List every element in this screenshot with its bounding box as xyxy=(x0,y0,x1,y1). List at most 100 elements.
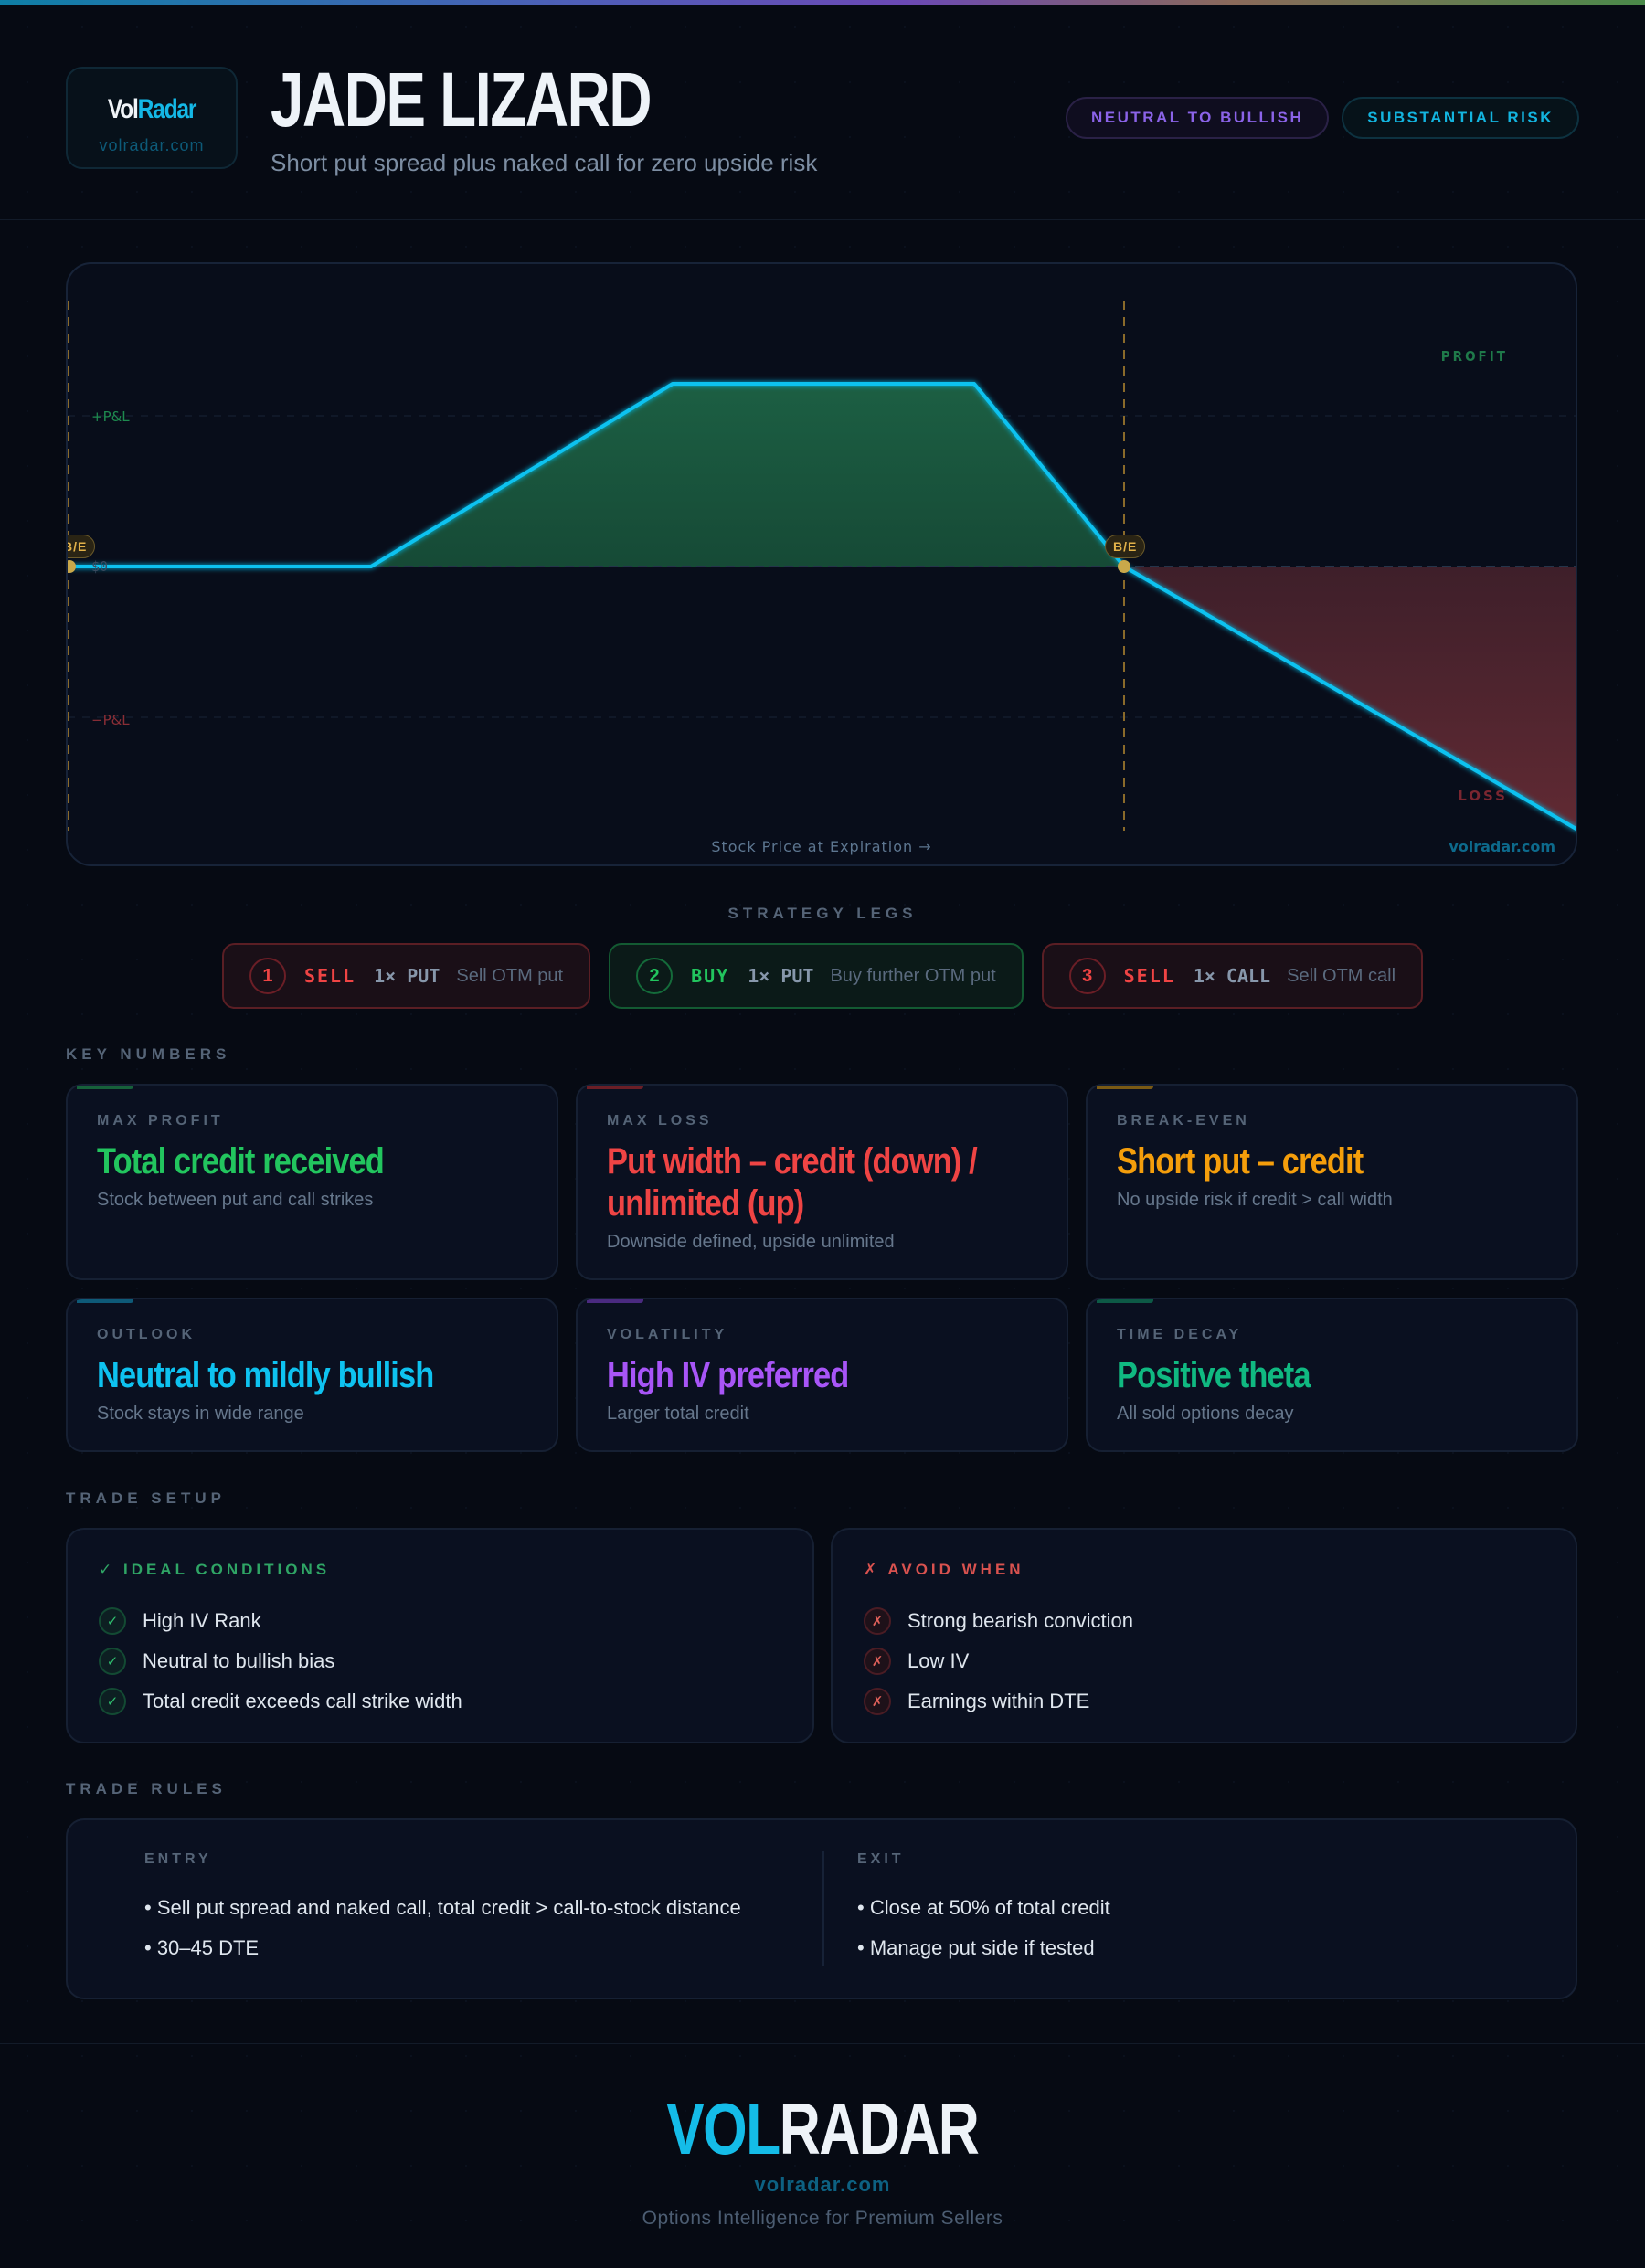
negative-pnl-label: −P&L xyxy=(91,712,130,728)
list-item-text: Low IV xyxy=(907,1649,970,1672)
avoid-when-list: ✗ Strong bearish conviction ✗ Low IV ✗ Earn… xyxy=(864,1601,1133,1722)
exit-title: EXIT xyxy=(857,1851,905,1867)
leg-description: Sell OTM call xyxy=(1287,965,1396,986)
card-subtext: Downside defined, upside unlimited xyxy=(607,1232,895,1252)
max-profit-card: MAX PROFIT Total credit received Stock b… xyxy=(66,1084,558,1280)
check-icon: ✓ xyxy=(99,1607,126,1635)
card-subtext: Stock between put and call strikes xyxy=(97,1190,374,1210)
card-accent xyxy=(587,1299,643,1303)
logo-url: volradar.com xyxy=(99,136,205,154)
trade-rules-heading: TRADE RULES xyxy=(66,1780,227,1797)
x-icon: ✗ xyxy=(864,1607,891,1635)
card-value: Positive theta xyxy=(1117,1355,1311,1395)
ideal-conditions-title: ✓ IDEAL CONDITIONS xyxy=(99,1561,331,1578)
card-label: VOLATILITY xyxy=(607,1327,728,1342)
leg-number: 1 xyxy=(249,958,286,994)
list-item: ✗ Low IV xyxy=(864,1641,1133,1681)
card-accent xyxy=(77,1299,133,1303)
leg-1-sell-put: 1 SELL 1× PUT Sell OTM put xyxy=(221,943,591,1009)
break-even-card: BREAK-EVEN Short put – credit No upside … xyxy=(1086,1084,1578,1280)
leg-action: BUY xyxy=(691,965,730,987)
card-value: Short put – credit xyxy=(1117,1141,1364,1182)
entry-rule: • 30–45 DTE xyxy=(144,1936,260,1959)
logo-wordmark: VolRadar xyxy=(83,94,221,125)
positive-pnl-label: +P&L xyxy=(91,408,130,425)
footer-tagline: Options Intelligence for Premium Sellers xyxy=(642,2208,1003,2229)
card-subtext: Larger total credit xyxy=(607,1404,749,1424)
footer-logo: VOLRADAR xyxy=(0,2093,1645,2166)
logo-vol: Vol xyxy=(107,94,139,124)
logo-radar: Radar xyxy=(137,94,197,124)
payoff-chart-svg xyxy=(68,301,1576,831)
list-item: ✓ Neutral to bullish bias xyxy=(99,1641,462,1681)
exit-rules: EXIT • Close at 50% of total credit • Ma… xyxy=(857,1851,1110,1968)
strategy-legs: 1 SELL 1× PUT Sell OTM put 2 BUY 1× PUT … xyxy=(0,943,1645,1009)
strategy-legs-heading: STRATEGY LEGS xyxy=(727,905,918,922)
zero-pnl-label: $0 xyxy=(91,558,109,575)
entry-rule: • Sell put spread and naked call, total … xyxy=(144,1896,741,1919)
ideal-conditions-list: ✓ High IV Rank ✓ Neutral to bullish bias ✓… xyxy=(99,1601,462,1722)
key-numbers-heading: KEY NUMBERS xyxy=(66,1045,231,1063)
check-icon: ✓ xyxy=(99,1648,126,1675)
card-value: Total credit received xyxy=(97,1141,385,1182)
entry-rules: ENTRY • Sell put spread and naked call, … xyxy=(144,1851,741,1968)
leg-2-buy-put: 2 BUY 1× PUT Buy further OTM put xyxy=(609,943,1024,1009)
card-label: BREAK-EVEN xyxy=(1117,1113,1250,1129)
leg-action: SELL xyxy=(303,965,356,987)
card-accent xyxy=(1097,1299,1153,1303)
card-subtext: Stock stays in wide range xyxy=(97,1404,304,1424)
breakeven-label-2: B/E xyxy=(1105,535,1146,558)
list-item: ✓ Total credit exceeds call strike width xyxy=(99,1681,462,1722)
x-icon: ✗ xyxy=(864,1648,891,1675)
profit-region xyxy=(371,384,1124,567)
entry-title: ENTRY xyxy=(144,1851,212,1867)
check-icon: ✓ xyxy=(99,1688,126,1715)
list-item: ✓ High IV Rank xyxy=(99,1601,462,1641)
volatility-card: VOLATILITY High IV preferred Larger tota… xyxy=(576,1298,1068,1452)
breakeven-dot-2 xyxy=(1118,560,1130,573)
card-accent xyxy=(77,1086,133,1089)
leg-description: Buy further OTM put xyxy=(830,965,996,986)
list-item: ✗ Earnings within DTE xyxy=(864,1681,1133,1722)
breakeven-label-1: B/E xyxy=(68,535,96,558)
leg-3-sell-call: 3 SELL 1× CALL Sell OTM call xyxy=(1041,943,1424,1009)
card-value: Neutral to mildly bullish xyxy=(97,1355,434,1395)
x-icon: ✗ xyxy=(864,1688,891,1715)
card-label: MAX PROFIT xyxy=(97,1113,224,1129)
exit-rule: • Manage put side if tested xyxy=(857,1936,1095,1959)
card-value: Put width – credit (down) / unlimited (u… xyxy=(607,1141,978,1224)
badge-group: NEUTRAL TO BULLISH SUBSTANTIAL RISK xyxy=(1065,97,1579,139)
trade-rules-panel: ENTRY • Sell put spread and naked call, … xyxy=(66,1818,1577,1999)
brand-logo[interactable]: VolRadar volradar.com xyxy=(66,67,238,169)
x-axis-label: Stock Price at Expiration → xyxy=(711,838,932,855)
exit-rule: • Close at 50% of total credit xyxy=(857,1896,1110,1919)
trade-setup-heading: TRADE SETUP xyxy=(66,1489,226,1507)
footer-url-link[interactable]: volradar.com xyxy=(754,2173,891,2196)
payoff-line xyxy=(68,382,1576,831)
payoff-chart: B/E B/E +P&L $0 −P&L PROFIT LOSS Stock P… xyxy=(66,262,1577,866)
page-subtitle: Short put spread plus naked call for zer… xyxy=(271,149,818,176)
leg-quantity: 1× CALL xyxy=(1193,965,1271,987)
leg-quantity: 1× PUT xyxy=(374,965,440,987)
breakeven-dot-1 xyxy=(68,560,76,573)
list-item: ✗ Strong bearish conviction xyxy=(864,1601,1133,1641)
card-accent xyxy=(1097,1086,1153,1089)
footer-logo-vol: VOL xyxy=(666,2088,780,2169)
list-item-text: Total credit exceeds call strike width xyxy=(143,1690,462,1712)
card-subtext: All sold options decay xyxy=(1117,1404,1294,1424)
profit-zone-label: PROFIT xyxy=(1440,348,1508,365)
top-gradient-bar xyxy=(0,0,1645,5)
list-item-text: High IV Rank xyxy=(143,1609,261,1632)
list-item-text: Strong bearish conviction xyxy=(907,1609,1134,1632)
outlook-card: OUTLOOK Neutral to mildly bullish Stock … xyxy=(66,1298,558,1452)
ideal-conditions-panel: ✓ IDEAL CONDITIONS ✓ High IV Rank ✓ Neutra… xyxy=(66,1528,814,1743)
card-accent xyxy=(587,1086,643,1089)
leg-number: 3 xyxy=(1068,958,1106,994)
page-title: JADE LIZARD xyxy=(271,57,653,143)
time-decay-card: TIME DECAY Positive theta All sold optio… xyxy=(1086,1298,1578,1452)
max-loss-card: MAX LOSS Put width – credit (down) / unl… xyxy=(576,1084,1068,1280)
card-label: TIME DECAY xyxy=(1117,1327,1243,1342)
footer-divider xyxy=(0,2043,1645,2044)
leg-description: Sell OTM put xyxy=(456,965,564,986)
loss-zone-label: LOSS xyxy=(1458,788,1508,804)
